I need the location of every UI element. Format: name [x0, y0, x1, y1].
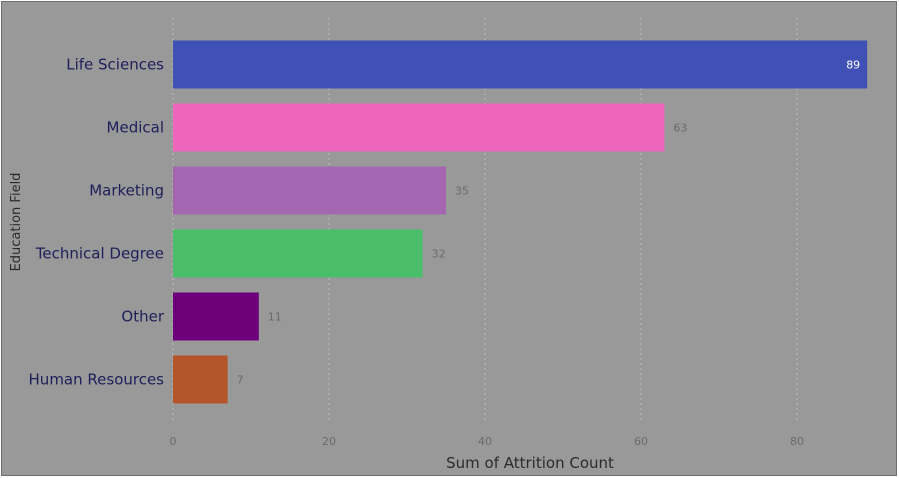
- x-tick-label: 20: [322, 435, 336, 448]
- x-tick-label: 0: [170, 435, 177, 448]
- data-label: 63: [673, 122, 687, 135]
- data-label: 35: [455, 185, 469, 198]
- x-tick-labels: 0 20 40 60 80: [170, 435, 805, 448]
- data-label: 89: [846, 59, 860, 72]
- data-label: 7: [237, 374, 244, 387]
- x-axis-title: Sum of Attrition Count: [446, 454, 614, 472]
- bar-human-resources[interactable]: [173, 355, 228, 404]
- bar-technical-degree[interactable]: [173, 229, 423, 278]
- x-tick-label: 40: [478, 435, 492, 448]
- x-tick-label: 80: [790, 435, 804, 448]
- bar-other[interactable]: [173, 292, 259, 341]
- category-labels: Life Sciences Medical Marketing Technical D…: [29, 56, 165, 389]
- data-label: 32: [432, 248, 446, 261]
- bars: [173, 40, 868, 404]
- bar-life-sciences[interactable]: [173, 40, 868, 89]
- category-label: Other: [121, 308, 164, 326]
- category-label: Human Resources: [29, 371, 165, 389]
- data-labels: 89 63 35 32 11 7: [237, 59, 861, 387]
- category-label: Technical Degree: [35, 245, 164, 263]
- x-tick-label: 60: [634, 435, 648, 448]
- category-label: Medical: [107, 119, 164, 137]
- bar-marketing[interactable]: [173, 166, 446, 215]
- category-label: Life Sciences: [66, 56, 164, 74]
- category-label: Marketing: [89, 182, 164, 200]
- data-label: 11: [268, 311, 282, 324]
- y-axis-title: Education Field: [9, 173, 24, 272]
- bar-medical[interactable]: [173, 103, 665, 152]
